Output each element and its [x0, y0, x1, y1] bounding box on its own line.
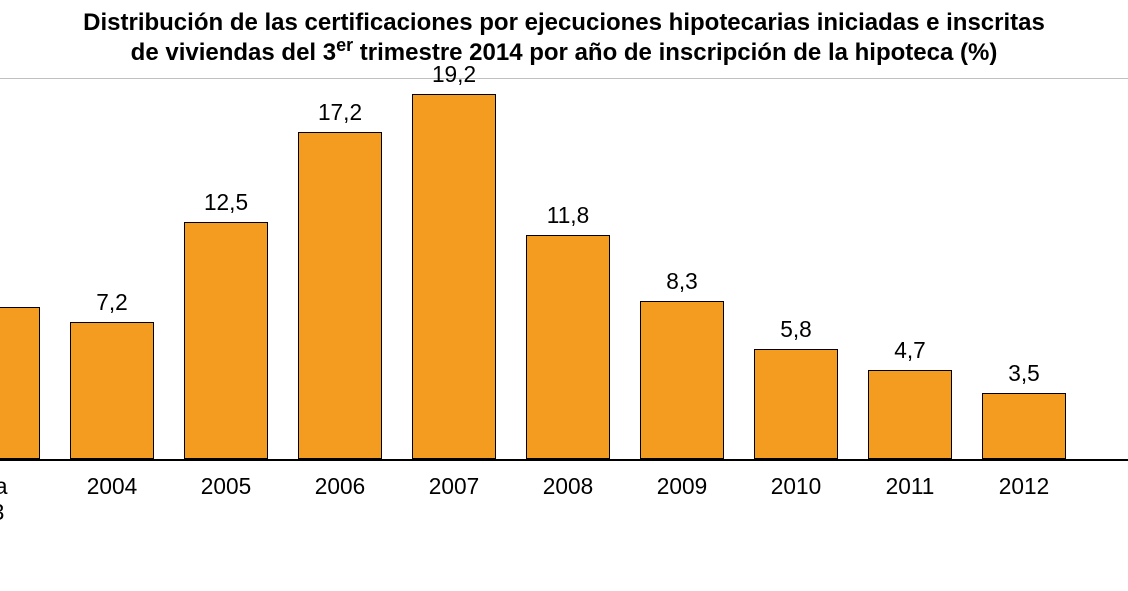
- x-tick-label: 2004: [87, 473, 137, 499]
- bar-value-label: 4,7: [894, 337, 926, 364]
- bar-value-label: 19,2: [432, 61, 476, 88]
- bar: [184, 222, 268, 460]
- chart-title-line2: de viviendas del 3er trimestre 2014 por …: [40, 38, 1088, 68]
- bar-value-label: 3,5: [1008, 360, 1040, 387]
- bar: [412, 94, 496, 459]
- bar-value-label: 17,2: [318, 99, 362, 126]
- bar-value-label: 8,3: [666, 268, 698, 295]
- x-tick-label: 2007: [429, 473, 479, 499]
- bar: [0, 307, 40, 459]
- bar: [868, 370, 952, 459]
- bar-value-label: 5,8: [780, 316, 812, 343]
- bar-value-label: 7,2: [96, 289, 128, 316]
- bar: [982, 393, 1066, 460]
- x-tick-label: ta 3: [0, 473, 7, 525]
- bar: [754, 349, 838, 459]
- bar: [70, 322, 154, 459]
- x-tick-label: 2009: [657, 473, 707, 499]
- chart-title-line1: Distribución de las certificaciones por …: [40, 8, 1088, 38]
- chart-title: Distribución de las certificaciones por …: [0, 0, 1128, 78]
- bar-value-label: 11,8: [547, 202, 589, 229]
- x-tick-label: 2011: [886, 473, 935, 499]
- bars-area: 7,212,517,219,211,88,35,84,73,5: [0, 79, 1128, 461]
- x-tick-label: 2012: [999, 473, 1049, 499]
- bar: [526, 235, 610, 459]
- x-tick-label: 2006: [315, 473, 365, 499]
- plot-area: 7,212,517,219,211,88,35,84,73,5 ta 32004…: [0, 79, 1128, 461]
- chart-container: Distribución de las certificaciones por …: [0, 0, 1128, 591]
- x-tick-label: 2010: [771, 473, 821, 499]
- bar: [298, 132, 382, 459]
- bar-value-label: 12,5: [204, 189, 248, 216]
- x-tick-label: 2008: [543, 473, 593, 499]
- bar: [640, 301, 724, 459]
- x-tick-label: 2005: [201, 473, 251, 499]
